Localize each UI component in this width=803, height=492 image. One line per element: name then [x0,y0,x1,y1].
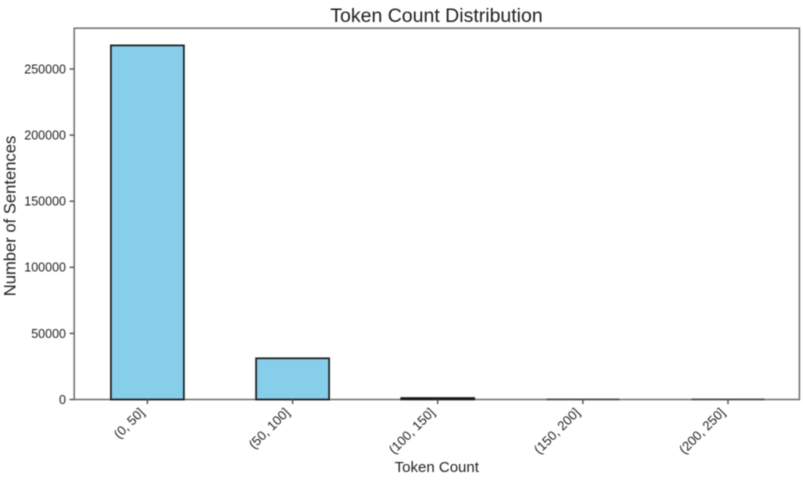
svg-text:100000: 100000 [24,261,66,275]
svg-text:50000: 50000 [31,327,66,341]
svg-text:Token Count: Token Count [395,459,480,476]
svg-text:250000: 250000 [24,62,66,76]
svg-text:150000: 150000 [24,195,66,209]
svg-text:Number of Sentences: Number of Sentences [1,136,20,297]
svg-text:200000: 200000 [24,129,66,143]
svg-text:Token Count Distribution: Token Count Distribution [330,5,542,27]
svg-text:0: 0 [59,393,66,407]
